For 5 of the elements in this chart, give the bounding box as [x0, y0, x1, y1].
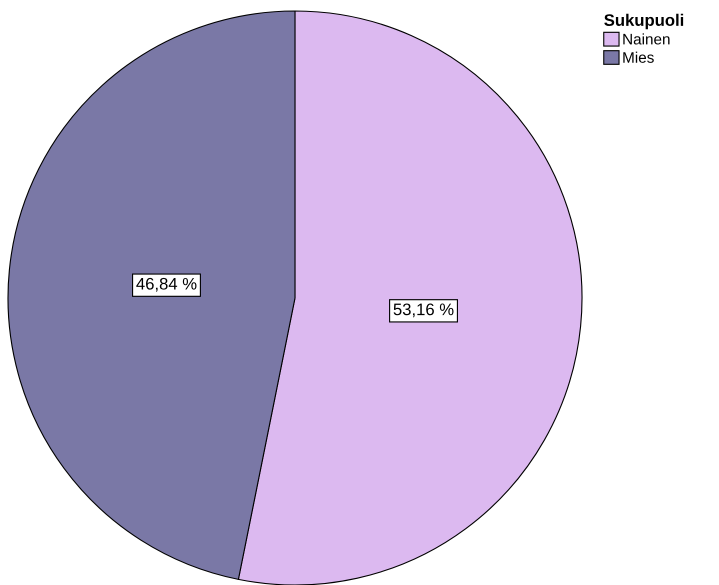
legend-label: Nainen — [623, 33, 670, 45]
legend-label: Mies — [623, 52, 654, 63]
data-label: 46,84 % — [136, 278, 196, 292]
legend-title: Sukupuoli — [604, 14, 684, 30]
data-label: 53,16 % — [394, 303, 454, 318]
